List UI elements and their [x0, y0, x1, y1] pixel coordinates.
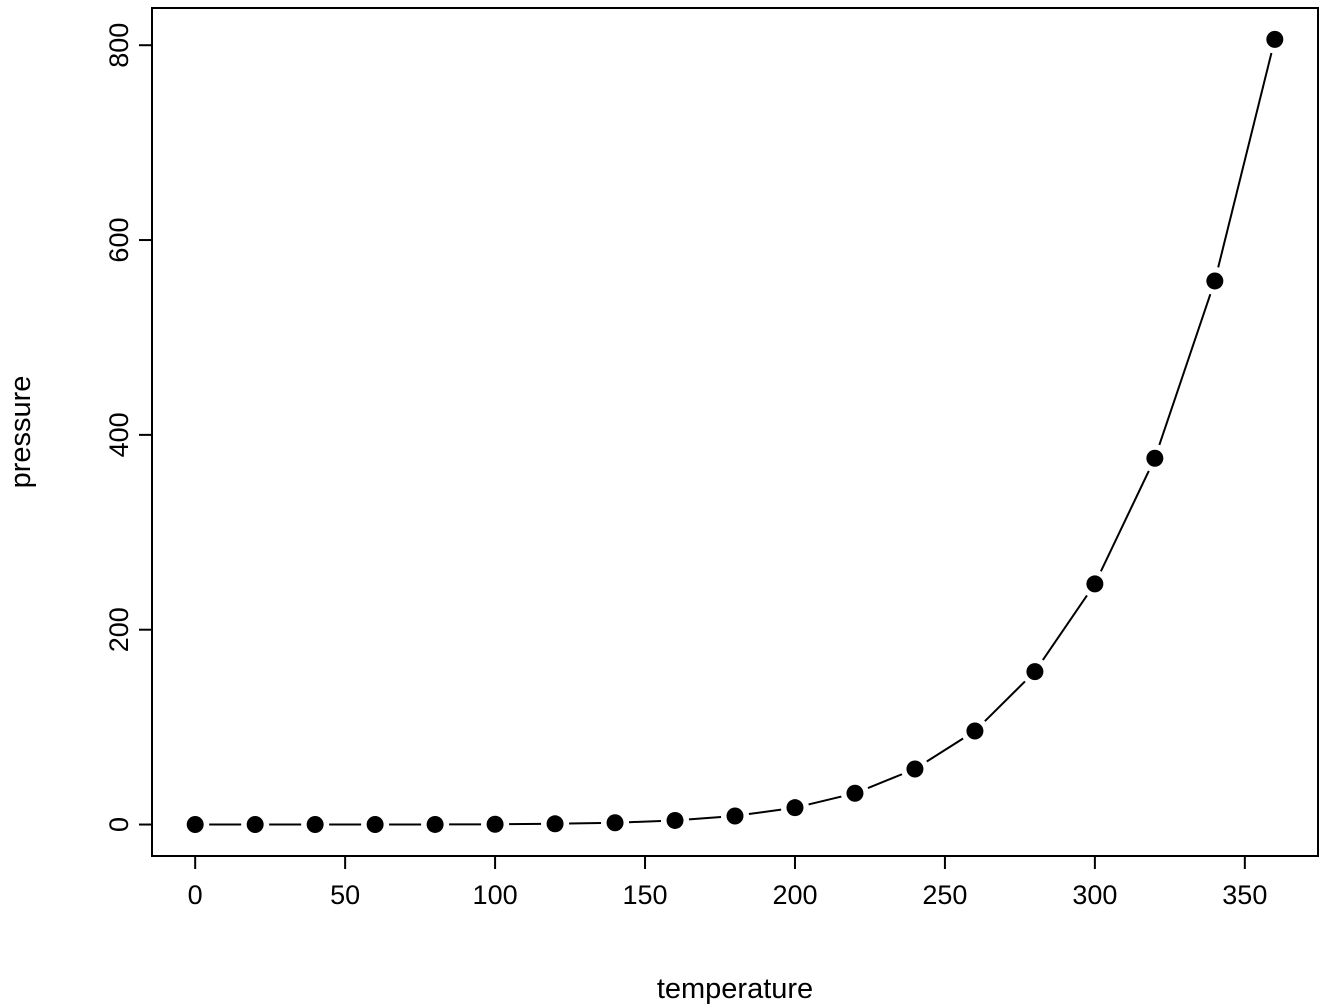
data-point	[1086, 575, 1104, 593]
x-tick-label: 200	[772, 880, 817, 910]
x-tick-label: 250	[922, 880, 967, 910]
x-tick-label: 150	[622, 880, 667, 910]
series-segment	[808, 795, 842, 806]
series-segment	[1158, 293, 1212, 446]
y-tick-label: 800	[104, 23, 134, 68]
series-segment	[1217, 52, 1273, 268]
data-point	[666, 811, 684, 829]
data-point	[726, 807, 744, 825]
data-point	[906, 760, 924, 778]
series-segment	[628, 819, 662, 824]
series-segment	[926, 737, 964, 763]
y-tick-label: 0	[104, 817, 134, 832]
series-segment	[569, 821, 602, 825]
data-point	[786, 799, 804, 817]
x-tick-label: 100	[473, 880, 518, 910]
data-point	[306, 816, 324, 834]
series-segment	[688, 816, 722, 821]
data-point	[1206, 272, 1224, 290]
data-point	[366, 816, 384, 834]
series-segment	[867, 773, 903, 789]
plot-box	[151, 7, 1319, 857]
data-point	[186, 816, 204, 834]
data-point	[846, 784, 864, 802]
x-tick-label: 50	[330, 880, 360, 910]
data-point	[486, 815, 504, 833]
series-segment	[1100, 470, 1150, 572]
y-tick-label: 200	[104, 607, 134, 652]
x-tick-label: 350	[1222, 880, 1267, 910]
data-point	[966, 722, 984, 740]
x-axis-label: temperature	[657, 973, 813, 1005]
x-tick-label: 0	[188, 880, 203, 910]
y-tick-label: 400	[104, 412, 134, 457]
data-point	[426, 815, 444, 833]
series-segment	[748, 808, 782, 816]
data-point	[1266, 30, 1284, 48]
data-point	[546, 815, 564, 833]
y-tick-label: 600	[104, 218, 134, 263]
data-point	[606, 814, 624, 832]
data-point	[1026, 663, 1044, 681]
series-segment	[1041, 594, 1088, 661]
data-point	[246, 816, 264, 834]
x-tick-label: 300	[1072, 880, 1117, 910]
series-segment	[984, 680, 1026, 722]
data-point	[1146, 449, 1164, 467]
y-axis-label: pressure	[5, 376, 37, 489]
